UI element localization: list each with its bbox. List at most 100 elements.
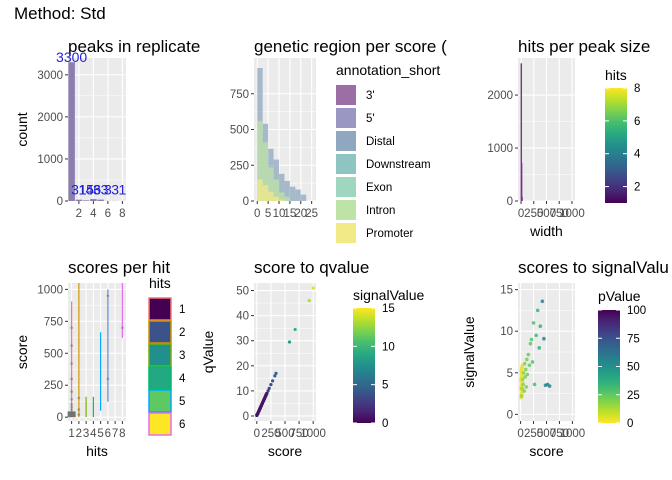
point [77,396,81,400]
point [273,374,277,378]
legend-key [148,343,172,367]
point [70,362,73,365]
point [70,403,73,406]
point [535,308,540,313]
legend-label: 3' [366,90,375,102]
point [524,385,529,389]
histogram-bar [268,191,274,201]
bar [521,196,523,201]
legend-key [336,154,356,174]
point [266,389,270,393]
y-tick-label: 10 [236,386,249,398]
histogram-bar [279,192,285,201]
y-tick-label: 2000 [487,90,513,102]
colorbar-label: 15 [382,303,395,315]
colorbar-label: 2 [634,182,640,194]
y-axis-label: count [14,112,30,146]
point [519,394,524,398]
point [269,383,273,387]
point [70,326,73,330]
point [267,386,271,390]
x-tick-label: 250 [261,428,280,440]
histogram-bar [257,179,263,201]
legend-label: Distal [366,136,395,148]
point [531,321,536,325]
y-tick-label: 1000 [37,154,63,166]
y-tick-label: 40 [236,311,249,323]
colorbar [598,310,620,423]
colorbar-label: 4 [634,149,641,161]
genetic-region-per-score-title: genetic region per score ( [254,37,447,56]
histogram-bar [279,173,285,201]
point [121,326,124,330]
y-axis-label: qValue [200,331,216,374]
point [532,382,537,387]
y-tick-label: 10 [500,326,513,338]
legend-label: Promoter [366,228,413,240]
x-tick-label: 250 [524,208,543,220]
point [522,361,527,366]
legend-label: Intron [366,205,395,217]
colorbar-label: 75 [627,333,640,345]
histogram-bar [257,120,263,201]
x-tick-label: 8 [119,428,125,440]
colorbar-label: 8 [634,83,640,95]
histogram-bar [279,199,285,201]
point [293,327,297,332]
bar-value-label: 1 [118,181,126,197]
x-tick-label: 500 [275,428,294,440]
histogram-bar [284,196,290,201]
point [527,363,532,368]
x-tick-label: 1 [68,428,74,440]
y-tick-label: 50 [236,286,249,298]
scores-per-hit-panel-bg [68,283,126,421]
y-tick-label: 250 [44,380,63,392]
bar [68,62,75,201]
point [70,397,73,401]
x-tick-label: 6 [105,208,111,220]
point [70,344,73,347]
legend-key [336,200,356,220]
colorbar [353,308,375,423]
x-tick-label: 1000 [559,208,585,220]
legend-label: Downstream [366,159,431,171]
x-axis-label: hits [86,443,108,459]
histogram-bar [262,142,269,201]
y-tick-label: 0 [57,412,63,424]
colorbar-title: signalValue [353,287,425,303]
point [70,405,73,409]
point [525,372,530,377]
colorbar-title: pValue [598,288,641,304]
point [528,341,533,346]
legend-key [148,297,172,321]
legend-label: Exon [366,182,392,194]
point [265,392,269,396]
point [538,324,543,329]
y-tick-label: 750 [44,316,63,328]
bar-value-label: 33 [93,181,109,197]
colorbar-label: 6 [634,116,640,128]
point [307,298,311,303]
x-axis-label: width [529,223,563,239]
x-tick-label: 3 [83,428,89,440]
point [70,410,73,414]
point [77,413,81,416]
legend-label: 2 [179,327,185,339]
y-tick-label: 2000 [37,112,63,124]
y-tick-label: 500 [44,348,63,360]
x-tick-label: 6 [105,428,111,440]
x-tick-label: 7 [112,428,118,440]
x-tick-label: 0 [254,428,260,440]
y-tick-label: 0 [243,196,249,208]
y-tick-label: 0 [57,196,63,208]
point [530,360,535,364]
y-tick-label: 500 [230,125,249,137]
colorbar-label: 10 [382,341,395,353]
point [523,367,528,372]
bar [75,199,83,201]
x-axis-label: score [529,443,563,459]
colorbar [605,88,627,203]
x-tick-label: 20 [294,208,307,220]
legend-key [336,108,356,128]
point [271,379,275,383]
